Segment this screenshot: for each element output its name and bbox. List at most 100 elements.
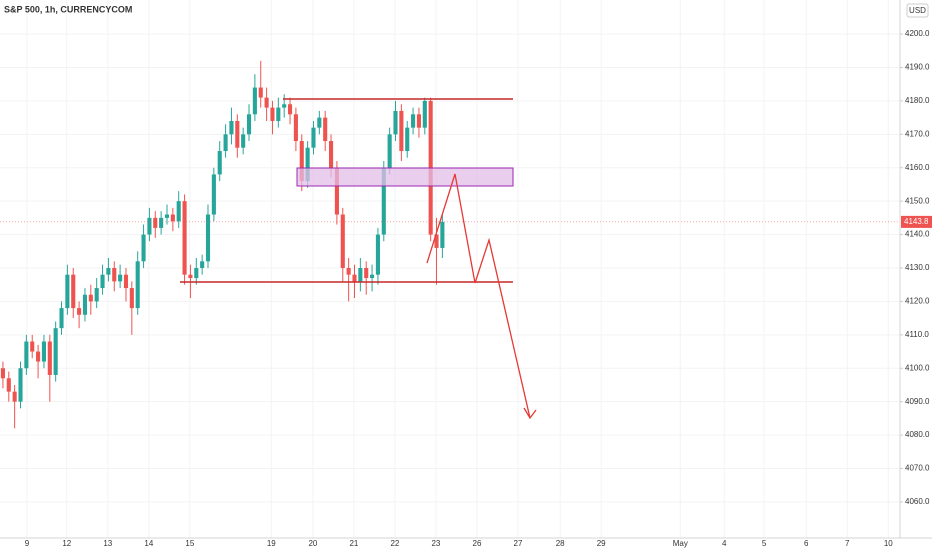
candle-body <box>65 274 70 309</box>
candle-body <box>329 141 334 168</box>
candle-body <box>88 294 93 302</box>
x-tick-label: 29 <box>597 539 606 548</box>
y-tick-label: 4110.0 <box>905 330 929 339</box>
chart-title: S&P 500, 1h, CURRENCYCOM <box>4 4 132 14</box>
candle-body <box>188 274 193 279</box>
arrow-head <box>523 407 537 420</box>
y-tick-label: 4170.0 <box>905 129 930 138</box>
candle-body <box>182 201 187 275</box>
candle-body <box>323 117 328 142</box>
candle-body <box>399 110 404 152</box>
last-price-badge <box>901 215 932 228</box>
y-tick-label: 4140.0 <box>905 230 930 239</box>
candle-body <box>164 214 170 218</box>
candle-body <box>264 97 269 108</box>
candle-body <box>422 100 427 128</box>
candle-body <box>305 147 310 182</box>
candle-body <box>123 274 129 289</box>
candle-body <box>47 341 52 375</box>
candle-body <box>170 214 175 222</box>
currency: USD <box>909 6 926 15</box>
candle-body <box>141 234 146 262</box>
candle-body <box>434 234 439 248</box>
candle-body <box>100 274 105 289</box>
candle-body <box>129 288 134 309</box>
x-tick-label: 27 <box>514 539 523 548</box>
candle-body <box>147 217 152 235</box>
candle-body <box>258 87 263 98</box>
candle-body <box>0 368 5 379</box>
candle-body <box>176 201 181 222</box>
candle-body <box>200 261 205 268</box>
y-tick-label: 4080.0 <box>905 430 930 439</box>
candle-body <box>364 267 369 279</box>
candle-body <box>293 114 298 142</box>
candle-body <box>381 167 386 235</box>
candle-body <box>311 127 316 148</box>
candle-body <box>59 308 64 329</box>
candle-body <box>287 104 293 115</box>
x-tick-label: 14 <box>144 539 153 548</box>
x-tick-label: 28 <box>556 539 565 548</box>
y-tick-label: 4130.0 <box>905 263 930 272</box>
plot <box>0 0 900 538</box>
candle-body <box>205 214 211 262</box>
candle-body <box>235 120 240 148</box>
candle-body <box>246 114 252 135</box>
x-tick-label: 12 <box>62 539 71 548</box>
candle-body <box>346 267 351 275</box>
candle-body <box>118 274 123 282</box>
candle-body <box>241 134 246 148</box>
x-tick-label: 23 <box>431 539 440 548</box>
x-tick-label: 7 <box>845 539 850 548</box>
currency-badge[interactable] <box>906 3 929 18</box>
candle-body <box>18 368 23 402</box>
x-tick-label: 19 <box>267 539 276 548</box>
y-tick-label: 4070.0 <box>905 464 930 473</box>
candle-body <box>153 217 158 228</box>
x-tick-label: 20 <box>308 539 317 548</box>
x-tick-label: May <box>673 539 688 548</box>
candle-body <box>282 104 287 108</box>
x-tick-label: 15 <box>185 539 194 548</box>
candle-body <box>440 221 445 248</box>
x-tick-label: 9 <box>25 539 30 548</box>
candle-body <box>77 308 82 315</box>
candle-body <box>252 87 257 115</box>
x-tick-label: 6 <box>804 539 809 548</box>
y-tick-label: 4120.0 <box>905 297 930 306</box>
candle-body <box>416 114 421 128</box>
candle-body <box>270 107 275 121</box>
candle-body <box>229 120 234 135</box>
candle-body <box>71 274 76 309</box>
candle-body <box>370 274 375 279</box>
candle-body <box>405 127 410 152</box>
candle-body <box>223 134 228 152</box>
x-tick-label: 4 <box>722 539 727 548</box>
candle-body <box>112 267 117 282</box>
candle-body <box>393 110 398 135</box>
x-tick-label: 21 <box>349 539 358 548</box>
supply-zone <box>296 167 514 187</box>
candle-body <box>352 274 357 282</box>
y-tick-label: 4160.0 <box>905 163 930 172</box>
x-tick-label: 22 <box>390 539 399 548</box>
candle-body <box>159 217 164 228</box>
y-tick-label: 4180.0 <box>905 96 930 105</box>
y-tick-label: 4190.0 <box>905 63 930 72</box>
candle-body <box>334 167 339 215</box>
candle-body <box>135 261 140 309</box>
candle-body <box>340 214 345 268</box>
candle-body <box>12 391 17 402</box>
candle-body <box>358 267 363 282</box>
candle-body <box>53 328 58 375</box>
candle-body <box>82 294 88 315</box>
candle-body <box>299 141 304 182</box>
x-tick-label: 13 <box>103 539 112 548</box>
candle-body <box>375 234 380 275</box>
candle-body <box>411 114 416 128</box>
last-price-label: 4143.8 <box>904 217 929 226</box>
candle-body <box>41 341 46 362</box>
